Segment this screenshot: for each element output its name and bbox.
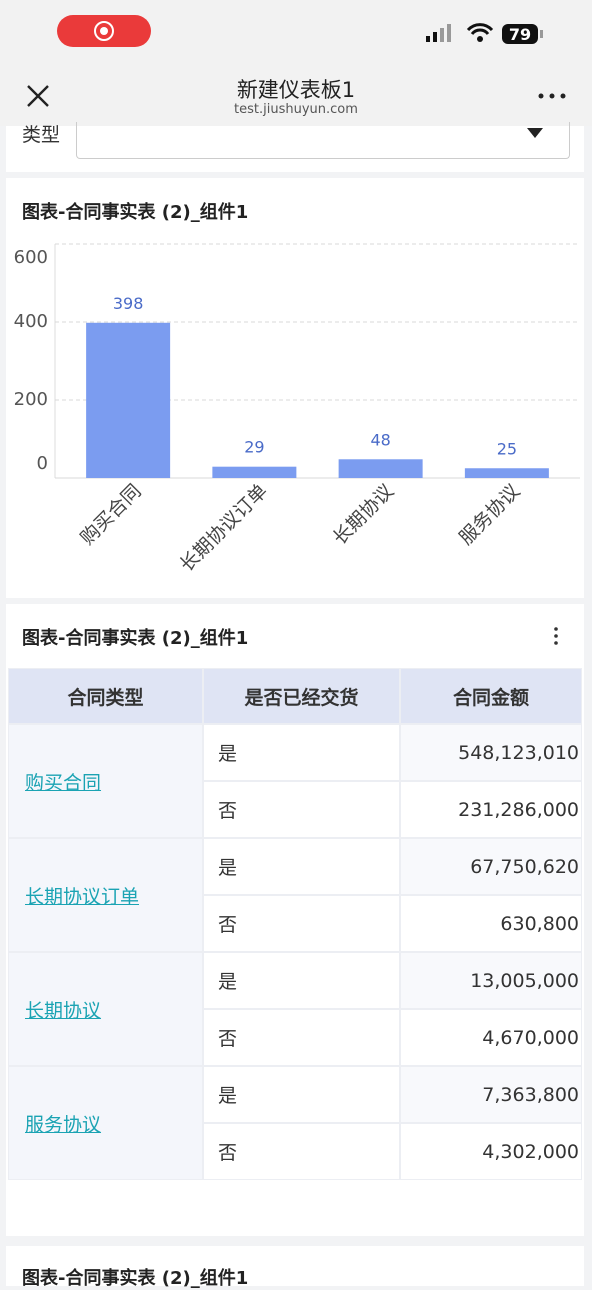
amount-cell: 13,005,000 — [400, 952, 582, 1009]
amount-cell: 4,302,000 — [400, 1123, 582, 1180]
bar — [338, 459, 423, 478]
delivered-cell: 否 — [203, 1123, 400, 1180]
x-tick-label: 购买合同 — [76, 480, 145, 549]
more-button[interactable] — [538, 92, 566, 100]
amount-cell: 7,363,800 — [400, 1066, 582, 1123]
amount-cell: 4,670,000 — [400, 1009, 582, 1066]
page-url: test.jiushuyun.com — [234, 102, 358, 117]
y-tick-label: 0 — [37, 453, 48, 474]
value-label: 398 — [113, 294, 144, 313]
amount-cell: 231,286,000 — [400, 781, 582, 838]
delivered-cell: 是 — [203, 724, 400, 781]
amount-cell: 67,750,620 — [400, 838, 582, 895]
next-panel-title: 图表-合同事实表 (2)_组件1 — [22, 1268, 249, 1289]
contract-type-link[interactable]: 长期协议 — [8, 952, 203, 1066]
x-tick-label: 服务协议 — [455, 480, 524, 549]
value-label: 48 — [370, 430, 390, 449]
close-button[interactable] — [26, 84, 50, 108]
contract-type-link[interactable]: 长期协议订单 — [8, 838, 203, 952]
contract-type-link[interactable]: 服务协议 — [8, 1066, 203, 1180]
table-title: 图表-合同事实表 (2)_组件1 — [22, 628, 249, 649]
table-panel: 图表-合同事实表 (2)_组件1 合同类型 是否已经交货 合同金额 购买合同是 548,… — [6, 604, 584, 1236]
delivered-cell: 是 — [203, 838, 400, 895]
value-label: 25 — [497, 439, 517, 458]
page-title: 新建仪表板1 — [236, 78, 356, 102]
filter-select[interactable] — [76, 122, 570, 159]
chart-title: 图表-合同事实表 (2)_组件1 — [22, 202, 249, 223]
nav-bar: 新建仪表板1 test.jiushuyun.com — [0, 60, 592, 126]
delivered-cell: 是 — [203, 1066, 400, 1123]
delivered-cell: 否 — [203, 1009, 400, 1066]
bar — [464, 468, 549, 478]
delivered-cell: 是 — [203, 952, 400, 1009]
value-label: 29 — [244, 438, 264, 457]
filter-label: 类型 — [22, 124, 61, 146]
y-tick-label: 600 — [14, 247, 48, 268]
bar — [212, 466, 297, 478]
chart-panel: 图表-合同事实表 (2)_组件1 — [6, 178, 584, 598]
record-pill[interactable] — [57, 15, 151, 47]
delivered-cell: 否 — [203, 895, 400, 952]
x-tick-label: 长期协议订单 — [176, 480, 272, 576]
y-tick-label: 400 — [14, 311, 48, 332]
contract-type-link[interactable]: 购买合同 — [8, 724, 203, 838]
table-header: 合同类型 — [8, 668, 203, 724]
record-icon — [94, 21, 114, 41]
amount-cell: 630,800 — [400, 895, 582, 952]
amount-cell: 548,123,010 — [400, 724, 582, 781]
delivered-cell: 否 — [203, 781, 400, 838]
battery-level: 79 — [509, 25, 531, 44]
table-header: 是否已经交货 — [203, 668, 400, 724]
status-icons: 79 — [426, 23, 543, 44]
bar-chart: 0 200 400 600 398 购买合同 29 长期协议订单 48 长期协议 25 服务协议 — [14, 243, 580, 576]
x-tick-label: 长期协议 — [329, 480, 398, 549]
bar — [86, 322, 171, 478]
panel-menu[interactable] — [552, 626, 560, 646]
next-panel: 图表-合同事实表 (2)_组件1 — [6, 1246, 584, 1289]
filter-panel: 类型 — [6, 122, 584, 172]
table-header: 合同金额 — [400, 668, 582, 724]
y-tick-label: 200 — [14, 389, 48, 410]
